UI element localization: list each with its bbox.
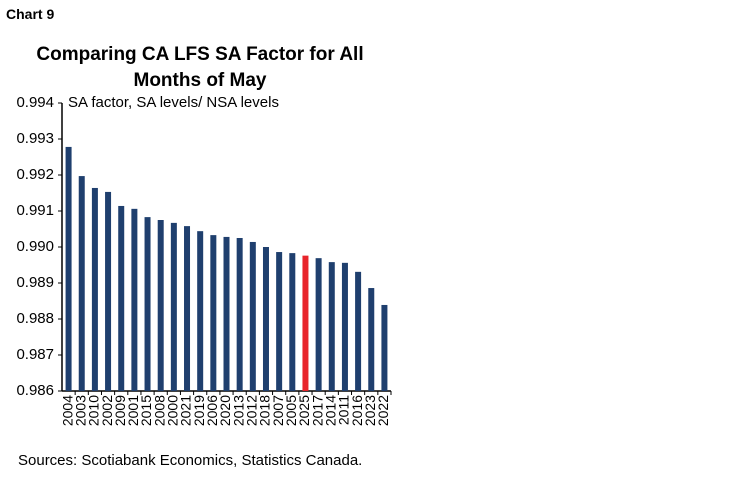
x-tick-label: 2000 (165, 395, 181, 426)
x-tick-label: 2021 (178, 395, 194, 426)
x-tick-label: 2002 (99, 395, 115, 426)
bar (302, 255, 309, 391)
x-tick-label: 2019 (191, 395, 207, 426)
bar (249, 241, 256, 391)
bar (341, 262, 348, 391)
bar (131, 208, 138, 391)
x-tick-label: 2016 (349, 395, 365, 426)
y-tick-label: 0.993 (16, 130, 54, 147)
y-tick-label: 0.991 (16, 202, 54, 219)
y-tick-label: 0.992 (16, 166, 54, 183)
bar (184, 226, 191, 391)
y-tick-label: 0.988 (16, 310, 54, 327)
x-tick-label: 2003 (72, 395, 88, 426)
x-tick-label: 2004 (59, 395, 75, 426)
y-tick-label: 0.987 (16, 346, 54, 363)
bar (381, 304, 388, 391)
bar (210, 235, 217, 391)
bar (236, 238, 243, 391)
bar (276, 252, 283, 391)
bar (315, 258, 322, 391)
bar (105, 191, 112, 391)
y-tick-label: 0.994 (16, 94, 54, 111)
chart-title: Comparing CA LFS SA Factor for All Month… (36, 44, 364, 91)
x-tick-label: 2008 (151, 395, 167, 426)
x-tick-label: 2020 (217, 395, 233, 426)
bar (144, 217, 151, 391)
bar (328, 262, 335, 391)
y-tick-label: 0.990 (16, 238, 54, 255)
bar (289, 253, 296, 391)
y-tick-label: 0.986 (16, 382, 54, 399)
bar (355, 271, 362, 391)
x-tick-label: 2007 (270, 395, 286, 426)
x-tick-label: 2023 (362, 395, 378, 426)
x-tick-label: 2005 (283, 395, 299, 426)
bar (262, 247, 269, 391)
bar (65, 146, 72, 391)
x-tick-label: 2022 (375, 395, 391, 426)
x-tick-label: 2018 (257, 395, 273, 426)
bar (91, 187, 98, 391)
x-tick-label: 2014 (322, 395, 338, 426)
x-tick-label: 2025 (296, 395, 312, 426)
x-tick-label: 2013 (230, 395, 246, 426)
x-tick-label: 2010 (86, 395, 102, 426)
bar (223, 236, 230, 391)
source-note: Sources: Scotiabank Economics, Statistic… (18, 452, 363, 469)
x-tick-label: 2011 (336, 395, 352, 425)
y-tick-label: 0.989 (16, 274, 54, 291)
bar (118, 205, 125, 391)
bar (170, 222, 177, 391)
x-tick-label: 2012 (244, 395, 260, 426)
x-tick-label: 2009 (112, 395, 128, 426)
x-tick-label: 2015 (138, 395, 154, 426)
chart-number: Chart 9 (6, 6, 55, 22)
bar (368, 288, 375, 391)
bar (78, 176, 85, 391)
x-tick-label: 2006 (204, 395, 220, 426)
x-tick-label: 2017 (309, 395, 325, 426)
bar (197, 231, 204, 391)
bar (157, 220, 164, 391)
y-axis-label: SA factor, SA levels/ NSA levels (68, 94, 279, 111)
x-tick-label: 2001 (125, 395, 141, 426)
